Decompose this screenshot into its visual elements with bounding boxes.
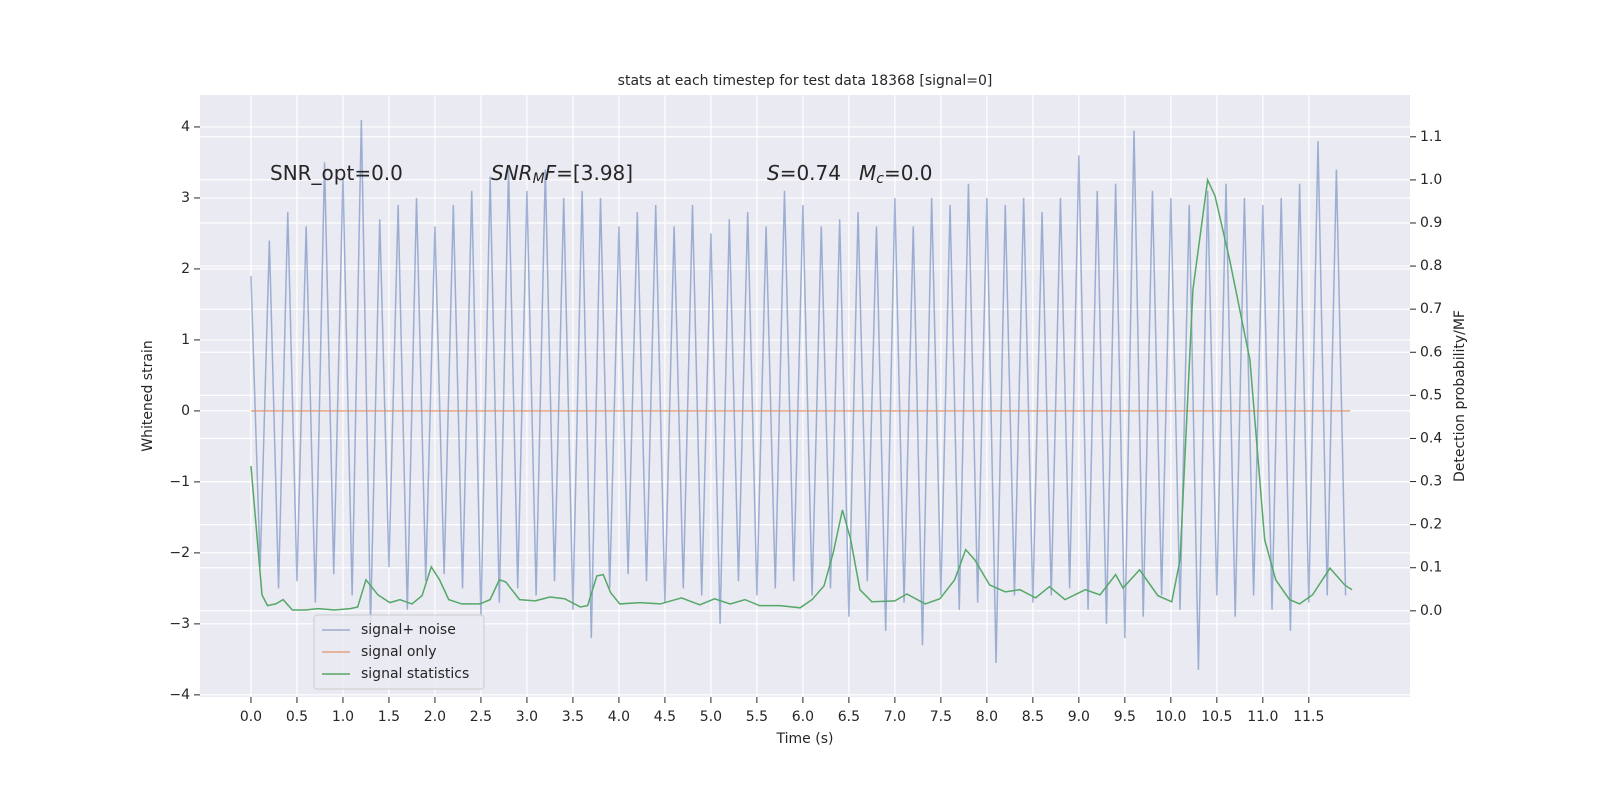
x-tick-label: 5.5 [746, 709, 768, 725]
y-tick-label: 2 [181, 261, 190, 277]
legend-label: signal+ noise [361, 622, 456, 638]
annotation-part: M [859, 161, 876, 185]
series-line [250, 119, 1347, 671]
annotation: SNR_opt=0.0 [270, 161, 403, 185]
x-tick-label: 10.0 [1155, 709, 1186, 725]
y2-tick-label: 0.3 [1420, 474, 1442, 490]
annotation-part: =0.74 [780, 161, 841, 185]
annotation: Mc=0.0 [859, 161, 933, 188]
x-tick-label: 10.5 [1201, 709, 1232, 725]
y2-axis-label: Detection probability/MF [1452, 310, 1468, 482]
y-tick-label: 4 [181, 119, 190, 135]
y-tick-label: 1 [181, 332, 190, 348]
x-tick-label: 11.5 [1293, 709, 1324, 725]
legend-label: signal only [361, 644, 436, 660]
x-tick-label: 3.5 [562, 709, 584, 725]
y-tick-label: −3 [169, 616, 190, 632]
y2-tick-label: 0.7 [1420, 301, 1442, 317]
y2-tick-label: 0.6 [1420, 344, 1442, 360]
annotation: S=0.74 [767, 161, 841, 185]
annotation-part: M [533, 171, 545, 187]
y-tick-label: −1 [169, 474, 190, 490]
y2-tick-label: 0.2 [1420, 517, 1442, 533]
series-line [250, 177, 1353, 611]
y2-tick-label: 0.5 [1420, 387, 1442, 403]
x-tick-label: 7.0 [884, 709, 906, 725]
y2-tick-label: 0.0 [1420, 603, 1442, 619]
x-tick-label: 1.5 [378, 709, 400, 725]
x-tick-label: 4.0 [608, 709, 630, 725]
x-tick-label: 4.5 [654, 709, 676, 725]
x-tick-label: 1.0 [332, 709, 354, 725]
y-tick-label: 3 [181, 190, 190, 206]
y2-tick-label: 0.9 [1420, 215, 1442, 231]
annotation-part: c [876, 171, 884, 187]
annotation-part: =[3.98] [556, 161, 633, 185]
chart-title: stats at each timestep for test data 183… [618, 73, 993, 89]
y2-tick-label: 0.8 [1420, 258, 1442, 274]
y2-tick-label: 0.4 [1420, 430, 1442, 446]
y-tick-label: −2 [169, 545, 190, 561]
x-tick-label: 5.0 [700, 709, 722, 725]
x-tick-label: 7.5 [930, 709, 952, 725]
x-tick-label: 9.5 [1114, 709, 1136, 725]
x-tick-label: 6.5 [838, 709, 860, 725]
x-tick-label: 6.0 [792, 709, 814, 725]
x-tick-label: 2.5 [470, 709, 492, 725]
marks [250, 119, 1353, 671]
annotation-part: F [545, 161, 557, 185]
x-tick-label: 0.0 [240, 709, 262, 725]
x-tick-label: 3.0 [516, 709, 538, 725]
legend-label: signal statistics [361, 666, 469, 682]
y-tick-label: −4 [169, 687, 190, 703]
legend-box [313, 614, 485, 690]
annotation-part: =0.0 [884, 161, 933, 185]
y-axis-label: Whitened strain [140, 340, 156, 451]
annotation: SNRMF=[3.98] [491, 161, 633, 188]
x-tick-label: 8.0 [976, 709, 998, 725]
y2-tick-label: 1.1 [1420, 129, 1442, 145]
y-tick-label: 0 [181, 403, 190, 419]
x-axis-label: Time (s) [776, 731, 834, 747]
annotation-part: SNR_opt=0.0 [270, 161, 403, 185]
annotation-part: SNR [491, 161, 533, 185]
annotation-part: S [767, 161, 780, 185]
x-tick-label: 2.0 [424, 709, 446, 725]
x-tick-label: 0.5 [286, 709, 308, 725]
x-tick-label: 8.5 [1022, 709, 1044, 725]
y2-tick-label: 1.0 [1420, 172, 1442, 188]
plot-area [200, 95, 1410, 697]
y2-tick-label: 0.1 [1420, 560, 1442, 576]
x-tick-label: 9.0 [1068, 709, 1090, 725]
x-tick-label: 11.0 [1247, 709, 1278, 725]
